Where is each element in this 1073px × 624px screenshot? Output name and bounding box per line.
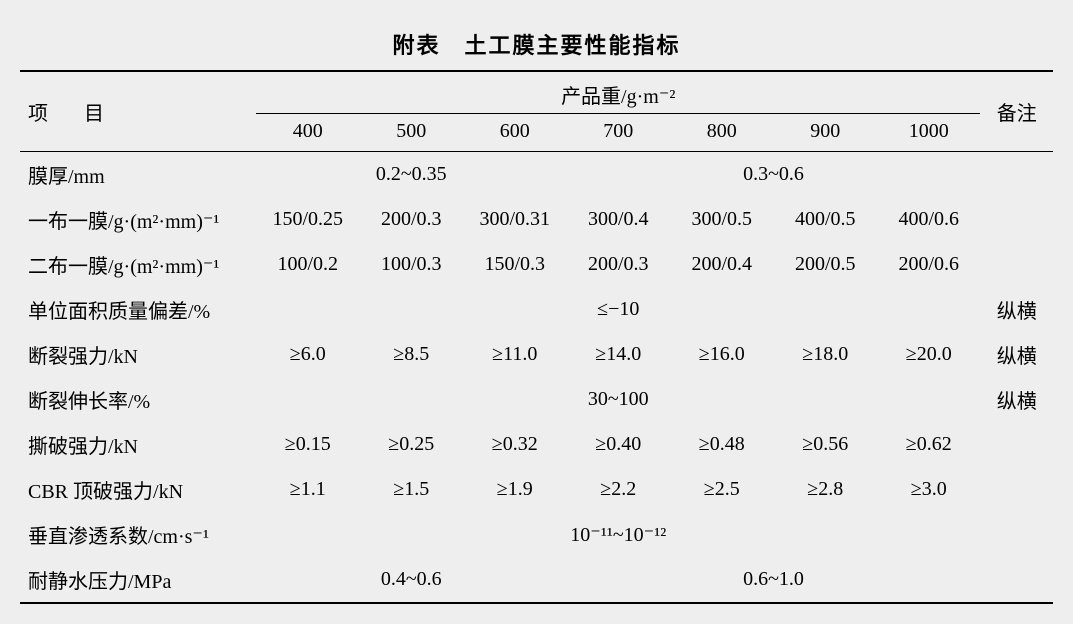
row-label: 单位面积质量偏差/% <box>20 287 256 332</box>
data-cell: ≥0.15 <box>256 422 360 467</box>
data-cell: ≥18.0 <box>773 332 877 377</box>
data-cell: 200/0.6 <box>877 242 981 287</box>
col-header-weight: 700 <box>566 114 670 152</box>
data-cell: ≥0.25 <box>359 422 463 467</box>
data-cell: 0.3~0.6 <box>566 152 980 198</box>
remark-cell <box>980 512 1053 557</box>
data-cell: ≥1.1 <box>256 467 360 512</box>
data-cell: 150/0.3 <box>463 242 567 287</box>
data-cell: 200/0.5 <box>773 242 877 287</box>
header-remark: 备注 <box>980 71 1053 152</box>
data-cell: ≥0.40 <box>566 422 670 467</box>
col-header-weight: 1000 <box>877 114 981 152</box>
data-cell: 150/0.25 <box>256 197 360 242</box>
data-cell: ≥2.2 <box>566 467 670 512</box>
remark-cell <box>980 422 1053 467</box>
data-cell: ≥1.9 <box>463 467 567 512</box>
data-cell: 400/0.5 <box>773 197 877 242</box>
row-label: 膜厚/mm <box>20 152 256 198</box>
data-cell: ≥6.0 <box>256 332 360 377</box>
table-title: 附表 土工膜主要性能指标 <box>20 20 1053 70</box>
remark-cell <box>980 197 1053 242</box>
col-header-weight: 800 <box>670 114 774 152</box>
data-cell: ≥2.8 <box>773 467 877 512</box>
data-cell: ≥11.0 <box>463 332 567 377</box>
row-label: 断裂伸长率/% <box>20 377 256 422</box>
data-cell: 300/0.31 <box>463 197 567 242</box>
remark-cell: 纵横 <box>980 332 1053 377</box>
data-cell: 400/0.6 <box>877 197 981 242</box>
header-project: 项 目 <box>20 71 256 152</box>
data-cell: ≥0.32 <box>463 422 567 467</box>
remark-cell <box>980 557 1053 603</box>
row-label: 二布一膜/g·(m²·mm)⁻¹ <box>20 242 256 287</box>
row-label: 撕破强力/kN <box>20 422 256 467</box>
data-cell: ≥16.0 <box>670 332 774 377</box>
data-cell: 200/0.3 <box>566 242 670 287</box>
data-cell: ≥2.5 <box>670 467 774 512</box>
data-cell: 0.4~0.6 <box>256 557 567 603</box>
data-cell: 10⁻¹¹~10⁻¹² <box>256 512 981 557</box>
data-cell: ≤−10 <box>256 287 981 332</box>
data-cell: 0.2~0.35 <box>256 152 567 198</box>
col-header-weight: 500 <box>359 114 463 152</box>
row-label: 断裂强力/kN <box>20 332 256 377</box>
col-header-weight: 600 <box>463 114 567 152</box>
row-label: 一布一膜/g·(m²·mm)⁻¹ <box>20 197 256 242</box>
remark-cell <box>980 242 1053 287</box>
data-cell: ≥8.5 <box>359 332 463 377</box>
remark-cell: 纵横 <box>980 377 1053 422</box>
row-label: CBR 顶破强力/kN <box>20 467 256 512</box>
data-cell: ≥0.56 <box>773 422 877 467</box>
data-cell: ≥0.62 <box>877 422 981 467</box>
performance-table: 项 目 产品重/g·m⁻² 备注 4005006007008009001000 … <box>20 70 1053 604</box>
row-label: 耐静水压力/MPa <box>20 557 256 603</box>
row-label: 垂直渗透系数/cm·s⁻¹ <box>20 512 256 557</box>
remark-cell: 纵横 <box>980 287 1053 332</box>
data-cell: 200/0.4 <box>670 242 774 287</box>
table-container: 附表 土工膜主要性能指标 项 目 产品重/g·m⁻² 备注 4005006007… <box>20 20 1053 604</box>
data-cell: 30~100 <box>256 377 981 422</box>
data-cell: ≥14.0 <box>566 332 670 377</box>
col-header-weight: 900 <box>773 114 877 152</box>
data-cell: ≥1.5 <box>359 467 463 512</box>
data-cell: ≥0.48 <box>670 422 774 467</box>
data-cell: 200/0.3 <box>359 197 463 242</box>
data-cell: 100/0.2 <box>256 242 360 287</box>
data-cell: 0.6~1.0 <box>566 557 980 603</box>
data-cell: 300/0.5 <box>670 197 774 242</box>
col-header-weight: 400 <box>256 114 360 152</box>
data-cell: 100/0.3 <box>359 242 463 287</box>
header-product-weight: 产品重/g·m⁻² <box>256 71 981 114</box>
data-cell: ≥3.0 <box>877 467 981 512</box>
data-cell: 300/0.4 <box>566 197 670 242</box>
remark-cell <box>980 467 1053 512</box>
data-cell: ≥20.0 <box>877 332 981 377</box>
remark-cell <box>980 152 1053 198</box>
